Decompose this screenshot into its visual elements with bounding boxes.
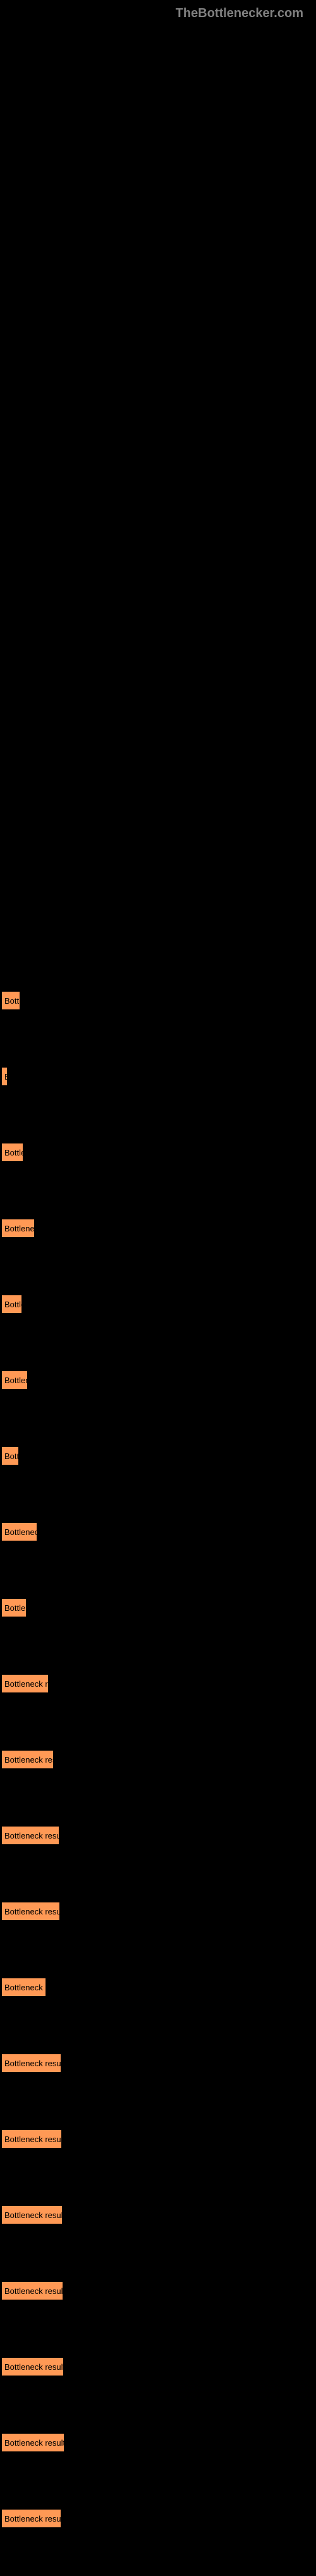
chart-item: :Bottleneck result	[0, 2197, 316, 2224]
chart-item-label: :	[1, 1969, 316, 1976]
chart-item: :Bottleneck res	[0, 1665, 316, 1693]
chart-bar: B	[1, 1067, 8, 1086]
chart-bar: Bottleneck re	[1, 1978, 46, 1997]
chart-item-label: :	[1, 2045, 316, 2052]
chart-bar: Bottleneck result	[1, 1902, 60, 1921]
chart-item-label: :	[1, 1286, 316, 1293]
chart-item-label: :	[1, 1741, 316, 1749]
chart-item: : Bottlene	[0, 1362, 316, 1390]
chart-item-label: :	[1, 1513, 316, 1521]
chart-item-label: :	[1, 2121, 316, 2128]
chart-item-label: :	[1, 2197, 316, 2204]
chart-item: :Bottlen	[0, 1589, 316, 1617]
chart-bar: Bottleneck result	[1, 2433, 64, 2452]
chart-item: :Bottleneck result	[0, 1817, 316, 1845]
chart-item-label: :	[1, 1893, 316, 1901]
chart-bar: Bottleneck	[1, 1522, 37, 1541]
watermark-text: TheBottlenecker.com	[0, 6, 316, 21]
chart-item: :Bottler	[0, 1134, 316, 1162]
chart-item: :Bottleneck	[0, 1513, 316, 1541]
chart-item: :Bottleneck result	[0, 2424, 316, 2452]
chart-item: :Bottleneck resu	[0, 1741, 316, 1769]
chart-bar: Bottleneck result	[1, 2054, 61, 2073]
chart-item: :B	[0, 1058, 316, 1086]
chart-item-label: :	[1, 1665, 316, 1673]
chart-bar: Bottleneck res	[1, 1674, 49, 1693]
chart-item-label: :	[1, 2272, 316, 2280]
chart-bar: Bottleneck result	[1, 2281, 63, 2300]
chart-item: :Bottleneck result	[0, 1893, 316, 1921]
chart-item: :Bott	[0, 1438, 316, 1465]
chart-bar: Bottle	[1, 1295, 22, 1314]
chart-bar: Bottleneck result	[1, 2509, 61, 2528]
chart-item-label: :	[1, 1817, 316, 1825]
chart-item-label: :	[1, 1362, 316, 1369]
chart-bar: Bott	[1, 1446, 19, 1465]
chart-item: :Bottleneck result	[0, 2348, 316, 2376]
chart-item-label: :	[1, 1589, 316, 1597]
chart-item: :Bottleneck result	[0, 2272, 316, 2300]
chart-bar: Bottleneck result	[1, 2205, 63, 2224]
chart-item: :Bottleneck result	[0, 2500, 316, 2528]
chart-item-label: :	[1, 2348, 316, 2356]
chart-bar: Bottlen	[1, 1598, 27, 1617]
chart-bar: Bottlenec	[1, 1219, 35, 1238]
chart-bar: Bottlene	[1, 1371, 28, 1390]
bottleneck-chart: :Bottl:B:Bottler:Bottlenec:Bottle:Bottle…	[0, 982, 316, 2528]
chart-item-label: :	[1, 1058, 316, 1066]
chart-item: : Bottleneck result	[0, 2045, 316, 2073]
chart-item-label: :	[1, 982, 316, 990]
chart-bar: Bottleneck result	[1, 2129, 62, 2148]
chart-bar: Bottleneck result	[1, 2357, 64, 2376]
chart-bar: Bottl	[1, 991, 20, 1010]
chart-bar: Bottler	[1, 1143, 23, 1162]
chart-item: : Bottle	[0, 1286, 316, 1314]
chart-bar: Bottleneck result	[1, 1826, 59, 1845]
chart-item-label: :	[1, 1438, 316, 1445]
chart-item: : Bottlenec	[0, 1210, 316, 1238]
chart-item-label: :	[1, 2500, 316, 2508]
chart-item: :Bottl	[0, 982, 316, 1010]
chart-item: : Bottleneck re	[0, 1969, 316, 1997]
chart-item: :Bottleneck result	[0, 2121, 316, 2148]
chart-item-label: :	[1, 2424, 316, 2432]
chart-bar: Bottleneck resu	[1, 1750, 54, 1769]
chart-item-label: :	[1, 1210, 316, 1217]
chart-item-label: :	[1, 1134, 316, 1142]
